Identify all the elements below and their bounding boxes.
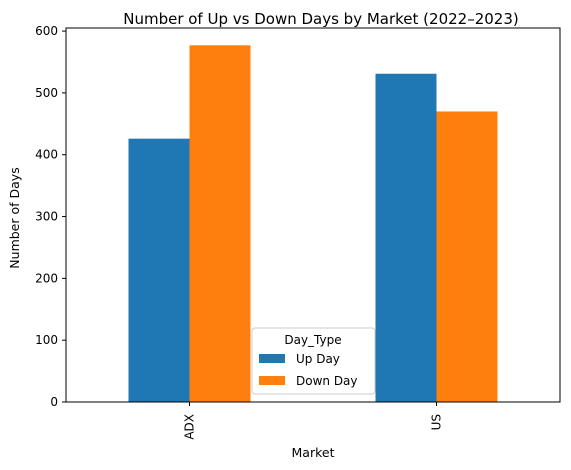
bar-us-up-day <box>375 73 437 402</box>
plot-area: 0 100 200 300 400 500 600 ADX US <box>35 24 561 440</box>
legend-swatch-up-day <box>259 354 285 363</box>
y-tick-label-5: 500 <box>35 86 58 100</box>
y-tick-label-4: 400 <box>35 148 58 162</box>
y-tick-label-2: 200 <box>35 271 58 285</box>
chart-title: Number of Up vs Down Days by Market (202… <box>123 10 519 28</box>
y-tick-label-6: 600 <box>35 24 58 38</box>
legend-title: Day_Type <box>284 333 341 347</box>
y-tick-label-3: 300 <box>35 210 58 224</box>
x-axis-label: Market <box>292 445 335 460</box>
plot-frame <box>65 27 561 403</box>
legend-label-up-day: Up Day <box>296 352 340 366</box>
y-axis-label: Number of Days <box>7 167 22 268</box>
x-tick-label-us: US <box>430 414 444 430</box>
bar-adx-up-day <box>128 138 190 402</box>
bar-adx-down-day <box>189 45 251 403</box>
legend: Day_Type Up Day Down Day <box>251 327 376 395</box>
legend-swatch-down-day <box>259 376 285 385</box>
legend-label-down-day: Down Day <box>296 374 358 388</box>
y-tick-label-0: 0 <box>50 395 58 409</box>
x-tick-label-adx: ADX <box>183 414 197 440</box>
bar-us-down-day <box>436 111 498 403</box>
y-tick-label-1: 100 <box>35 333 58 347</box>
